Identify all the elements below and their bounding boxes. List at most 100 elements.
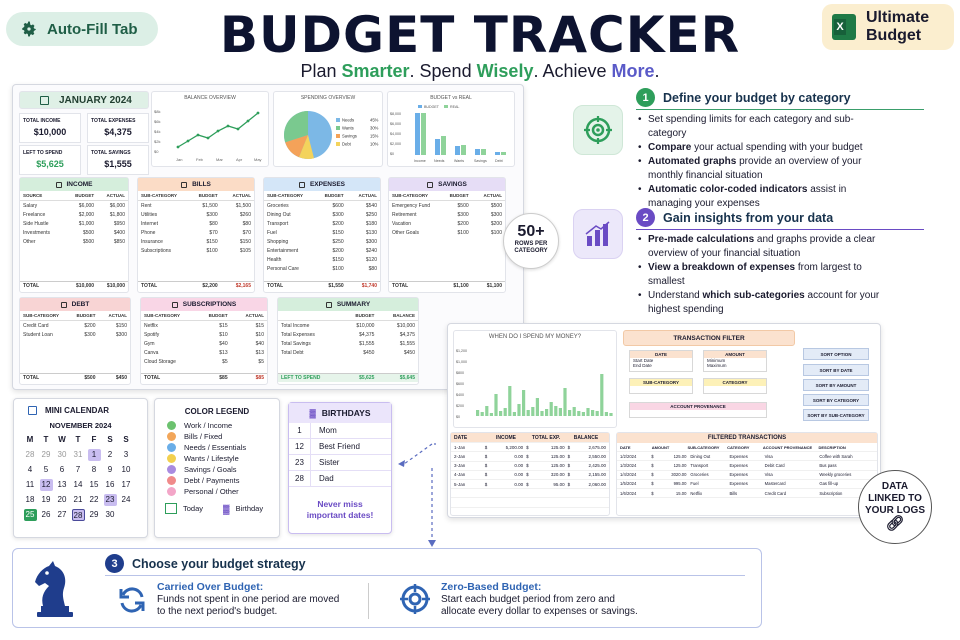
table-row: Insurance $150 $150 [141,238,251,245]
calendar-day[interactable]: 7 [75,464,81,474]
zero-based-budget: Zero-Based Budget: Start each budget per… [441,581,638,617]
calendar-day[interactable]: 10 [121,464,131,474]
daily-balance-table: DATE INCOME TOTAL EXP. BALANCE 1-Jan $5,200.… [450,432,610,516]
calendar-day[interactable]: 16 [105,479,115,489]
table-row: Salary $6,000 $6,000 [23,202,125,209]
calendar-day[interactable]: 30 [105,509,115,519]
calendar-day[interactable]: 27 [57,509,67,519]
birthday-row: 23 Sister [289,454,391,471]
subcategory-filter[interactable]: SUB-CATEGORY [629,378,693,394]
calendar-day[interactable]: 26 [41,509,51,519]
date-filter[interactable]: DATE Start Date End Date [629,350,693,372]
calendar-day[interactable]: 14 [73,479,83,489]
calendar-day[interactable]: 3 [123,449,129,459]
kpi-total-income: TOTAL INCOME $10,000 [19,113,81,143]
calendar-day[interactable]: 19 [41,494,51,504]
table-total-row: TOTAL $10,000 $10,000 [20,281,128,290]
sort-by-date-button[interactable]: SORT BY DATE [803,364,869,376]
category-filter[interactable]: CATEGORY [703,378,767,394]
day-bar [609,413,613,416]
svg-text:Savings: Savings [342,134,357,139]
svg-text:Debt: Debt [495,159,503,163]
balance-y-tick: $6k [154,119,160,124]
kpi-total-expenses: TOTAL EXPENSES $4,375 [87,113,149,143]
legend-item: Work / Income [167,420,279,431]
table-row: Side Hustle $1,000 $950 [23,220,125,227]
calendar-day[interactable]: 30 [57,449,67,459]
table-row: Student Loan $300 $300 [23,331,127,338]
balance-y-tick: $4k [154,129,160,134]
calendar-month: NOVEMBER 2024 [49,421,112,430]
table-row: 1-Jan $5,200.00 $125.00 $2,675.00 [451,443,609,453]
calendar-day[interactable]: 23 [102,492,118,507]
expenses-table: EXPENSES SUB-CATEGORY BUDGET ACTUAL Grocerie… [263,177,381,293]
excel-icon: X [832,14,856,40]
calendar-day[interactable]: 1 [86,447,102,462]
calendar-day[interactable]: 4 [27,464,33,474]
sort-by-subcategory-button[interactable]: SORT BY SUB-CATEGORY [803,409,869,421]
calendar-day[interactable]: 15 [89,479,99,489]
table-row: Health $150 $120 [267,256,377,263]
svg-text:Wants: Wants [454,159,464,163]
account-provenance-filter[interactable]: ACCOUNT PROVENANCE [629,402,767,418]
calendar-day[interactable]: 18 [25,494,35,504]
calendar-day[interactable]: 9 [107,464,113,474]
calendar-day[interactable]: 6 [59,464,65,474]
svg-text:Needs: Needs [434,159,445,163]
sort-option-button[interactable]: SORT OPTION [803,348,869,360]
legend-item: Debt / Payments [167,475,279,486]
sort-by-category-button[interactable]: SORT BY CATEGORY [803,394,869,406]
table-row: 1/6/2024 $15.00 Netflix Bills Credit Card Sub… [617,489,877,499]
table-total-row: LEFT TO SPEND $5,625 $5,645 [278,373,418,382]
calendar-day[interactable]: 21 [73,494,83,504]
table-row: Vacation $200 $200 [392,220,502,227]
day-bar [586,408,590,416]
calendar-day[interactable]: 12 [38,477,54,492]
calendar-day[interactable]: 24 [121,494,131,504]
calendar-day[interactable]: 25 [22,507,38,522]
calendar-day[interactable]: 22 [89,494,99,504]
calendar-day[interactable] [118,507,134,522]
calendar-day[interactable]: 11 [25,479,35,489]
balance-x-tick: Apr [236,157,243,162]
day-bar [499,411,503,416]
pie-slice-debt [299,135,314,159]
calendar-day[interactable]: 28 [70,507,86,522]
calendar-day[interactable]: 20 [57,494,67,504]
calendar-day[interactable]: 17 [121,479,131,489]
spending-overview-chart: SPENDING OVERVIEW Needs 45% Wants 30% Savi… [273,91,383,167]
table-row: Rent $1,500 $1,500 [141,202,251,209]
legend-item: Bills / Fixed [167,431,279,442]
calendar-day[interactable]: 13 [57,479,67,489]
summary-table: SUMMARY BUDGET BALANCE Total Income $10,000 $… [277,297,419,385]
svg-text:$200: $200 [456,404,464,408]
legend-item: Needs / Essentials [167,442,279,453]
calendar-day[interactable]: 29 [89,509,99,519]
amount-filter[interactable]: AMOUNT Minimum Maximum [703,350,767,372]
auto-fill-tab-button[interactable]: Auto-Fill Tab [6,12,158,46]
calendar-day[interactable]: 28 [25,449,35,459]
calendar-day[interactable]: 31 [73,449,83,459]
calendar-day[interactable]: 2 [107,449,113,459]
feature-bullet: View a breakdown of expenses from larges… [636,261,886,289]
calendar-day[interactable]: 5 [43,464,49,474]
bills-title: BILLS [138,178,254,191]
feature-bullet: Compare your actual spending with your b… [636,141,886,155]
day-bar [572,407,576,416]
day-bar [522,390,526,416]
pie-slice-savings [285,135,308,158]
svg-text:Savings: Savings [474,159,487,163]
balance-y-tick: $8k [154,109,160,114]
table-row: Fuel $150 $130 [267,229,377,236]
table-row: Phone $70 $70 [141,229,251,236]
target-icon [399,583,431,620]
sort-by-amount-button[interactable]: SORT BY AMOUNT [803,379,869,391]
legend-item: Personal / Other [167,486,279,497]
subscriptions-title: SUBSCRIPTIONS [141,298,267,311]
table-row: 2-Jan $0.00 $125.00 $2,550.00 [451,452,609,462]
calendar-day[interactable]: 8 [91,464,97,474]
table-row: Entertainment $200 $240 [267,247,377,254]
day-bar [591,410,595,416]
day-bar [549,402,553,416]
calendar-day[interactable]: 29 [41,449,51,459]
